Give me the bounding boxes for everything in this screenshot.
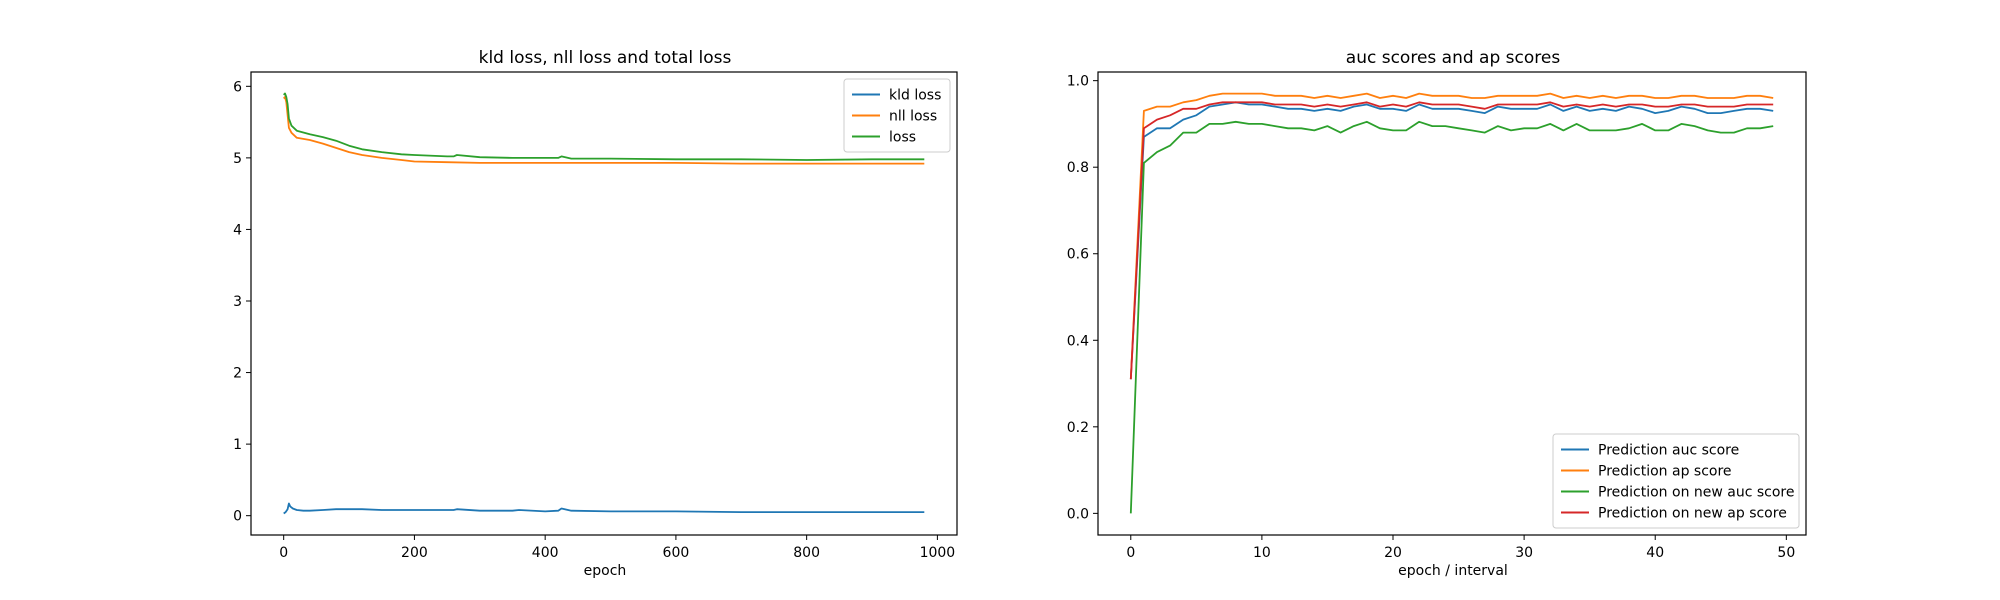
score-chart-series-line-4 — [1129, 101, 1774, 380]
score-chart-legend-label: Prediction ap score — [1598, 464, 1732, 480]
loss-chart-x-tick-label: 800 — [793, 545, 820, 561]
score-chart-legend-label: Prediction on new auc score — [1598, 485, 1795, 501]
loss-chart-y-tick-label: 0 — [233, 509, 242, 525]
score-chart-y-tick-label: 0.4 — [1067, 333, 1089, 349]
score-chart-y-tick-label: 1.0 — [1067, 74, 1089, 90]
loss-chart: kld loss, nll loss and total loss 0 200 40… — [233, 48, 958, 579]
loss-chart-x-tick-label: 200 — [401, 545, 428, 561]
loss-chart-legend: kld loss nll loss loss — [843, 78, 951, 153]
score-chart-x-tick-label: 40 — [1646, 545, 1664, 561]
score-chart-plot-frame — [1097, 71, 1807, 536]
score-chart-x-tick-label: 0 — [1126, 545, 1135, 561]
loss-chart-plot-frame — [250, 71, 958, 536]
loss-chart-y-tick-label: 1 — [233, 437, 242, 453]
score-chart-y-tick-label: 0.2 — [1067, 420, 1089, 436]
score-chart-x-tick-label: 30 — [1515, 545, 1533, 561]
score-chart-ticks: 0 10 20 30 40 50 0.0 0.2 0.4 0.6 0.8 1.0 — [1067, 74, 1796, 561]
loss-chart-series-line-2 — [283, 96, 925, 165]
loss-chart-x-tick-label: 400 — [532, 545, 559, 561]
loss-chart-legend-label: nll loss — [889, 109, 937, 125]
loss-chart-y-tick-label: 6 — [233, 79, 242, 95]
loss-chart-x-tick-label: 1000 — [920, 545, 956, 561]
loss-chart-x-tick-label: 0 — [279, 545, 288, 561]
score-chart-x-tick-label: 50 — [1777, 545, 1795, 561]
loss-chart-y-tick-label: 2 — [233, 366, 242, 382]
score-chart-title: auc scores and ap scores — [1346, 48, 1561, 68]
loss-chart-x-label: epoch — [584, 563, 627, 579]
loss-chart-legend-box — [843, 78, 951, 153]
score-chart-series-line-2 — [1129, 92, 1774, 380]
loss-chart-y-tick-label: 4 — [233, 222, 242, 238]
score-chart-legend-label: Prediction on new ap score — [1598, 506, 1787, 522]
loss-chart-series-line-3 — [283, 92, 925, 161]
loss-chart-y-tick-label: 3 — [233, 294, 242, 310]
score-chart-legend-label: Prediction auc score — [1598, 443, 1739, 459]
score-chart-x-label: epoch / interval — [1398, 563, 1508, 579]
score-chart: auc scores and ap scores 0 10 20 30 40 500.00… — [1067, 48, 1807, 579]
loss-chart-ticks: 0 200 400 600 800 1000 0 1 2 3 4 5 6 — [233, 79, 955, 561]
score-chart-series — [1129, 92, 1774, 514]
loss-chart-legend-label: loss — [889, 130, 916, 146]
loss-chart-title: kld loss, nll loss and total loss — [479, 48, 732, 68]
score-chart-x-tick-label: 20 — [1384, 545, 1402, 561]
score-chart-legend-box — [1552, 433, 1800, 529]
score-chart-y-tick-label: 0.8 — [1067, 160, 1089, 176]
score-chart-legend: Prediction auc score Prediction ap score P… — [1552, 433, 1800, 529]
score-chart-y-tick-label: 0.0 — [1067, 506, 1089, 522]
score-chart-x-tick-label: 10 — [1253, 545, 1271, 561]
loss-chart-y-tick-label: 5 — [233, 151, 242, 167]
loss-chart-series — [283, 92, 925, 515]
score-chart-y-tick-label: 0.6 — [1067, 247, 1089, 263]
score-chart-series-line-3 — [1129, 120, 1774, 514]
loss-chart-series-line-1 — [283, 502, 925, 515]
loss-chart-legend-label: kld loss — [889, 88, 941, 104]
loss-chart-x-tick-label: 600 — [663, 545, 690, 561]
